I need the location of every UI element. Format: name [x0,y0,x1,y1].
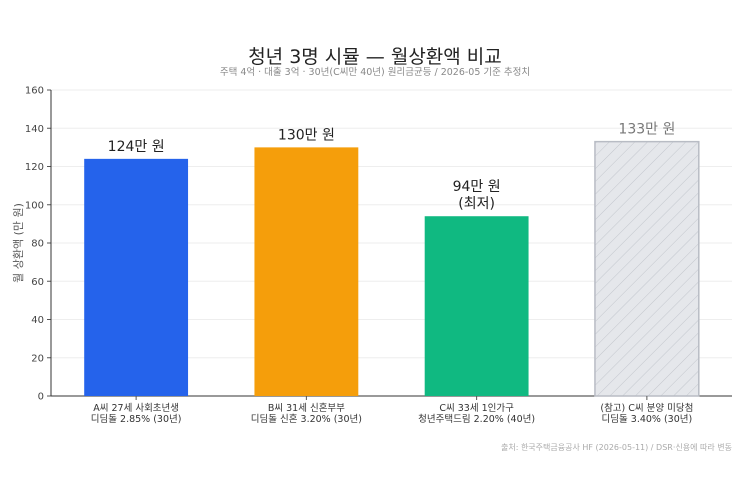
data-label: 133만 원 [618,122,675,138]
data-label: 94만 원 [453,179,501,195]
x-tick-label: 디딤돌 신혼 3.20% (30년) [251,413,362,425]
y-tick-label: 40 [31,315,44,326]
source-note: 출처: 한국주택금융공사 HF (2026-05-11) / DSR·신용에 따… [500,443,732,452]
y-tick-label: 120 [25,162,44,173]
bar-2 [254,147,359,396]
x-tick-label: 디딤돌 2.85% (30년) [91,414,182,425]
bar-4 [594,140,700,397]
y-tick-label: 100 [25,200,44,211]
y-tick-label: 0 [38,392,44,403]
y-axis-label: 월 상환액 (만 원) [12,203,25,283]
x-tick-label: A씨 27세 사회초년생 [93,403,179,414]
y-tick-label: 80 [31,239,44,250]
data-label: 130만 원 [278,127,335,143]
x-tick-label: (참고) C씨 분양 미당첨 [600,403,693,414]
bar-1 [84,158,189,396]
chart-title: 청년 3명 시뮬 — 월상환액 비교 [248,46,502,68]
data-label: (최저) [458,196,495,212]
y-tick-label: 60 [31,277,44,288]
x-tick-label: 청년주택드림 2.20% (40년) [418,413,535,425]
data-label: 124만 원 [108,139,165,155]
x-tick-label: B씨 31세 신혼부부 [268,402,345,414]
x-tick-label: C씨 33세 1인가구 [439,403,514,414]
y-tick-label: 140 [25,124,44,135]
x-tick-label: 디딤돌 3.40% (30년) [602,414,693,425]
bar-3 [424,216,529,396]
chart-subtitle: 주택 4억 · 대출 3억 · 30년(C씨만 40년) 원리금균등 / 202… [219,67,531,78]
y-tick-label: 160 [25,86,44,97]
y-tick-label: 20 [31,353,44,364]
